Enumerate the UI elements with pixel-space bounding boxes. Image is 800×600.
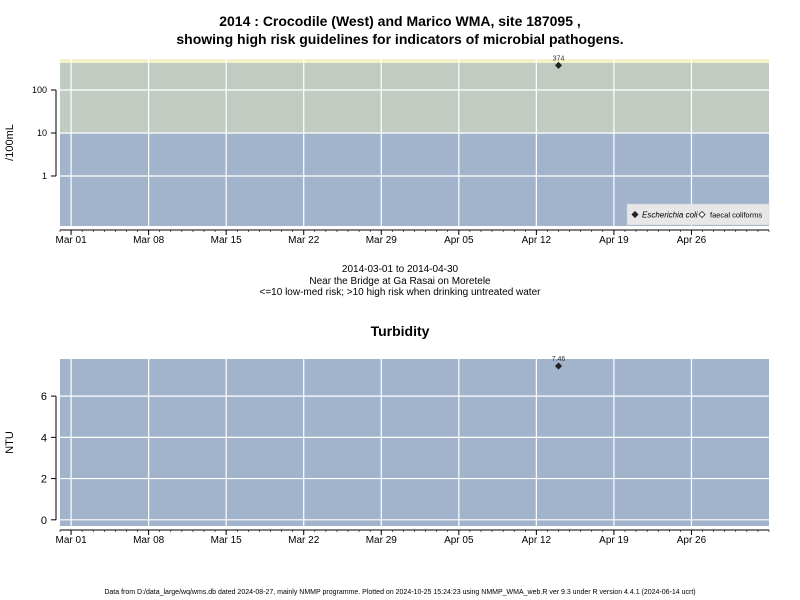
x-tick-label: Apr 12	[522, 535, 552, 546]
x-tick-label: Mar 01	[56, 235, 88, 246]
y-tick-label: 6	[41, 391, 47, 403]
legend-marker-filled	[631, 210, 639, 219]
x-tick-label: Mar 29	[366, 535, 398, 546]
microbial-chart: 1 10 100/100mL Mar 01 Mar 08 Mar 15 Mar 22 Mar …	[4, 55, 770, 246]
x-tick-label: Mar 01	[56, 535, 88, 546]
y-tick-label: 100	[32, 85, 47, 95]
x-tick-label: Mar 08	[133, 535, 165, 546]
x-tick-label: Apr 05	[444, 535, 474, 546]
x-tick-label: Mar 15	[211, 235, 243, 246]
x-tick-label: Apr 19	[599, 535, 629, 546]
y-tick-label: 0	[41, 515, 47, 527]
y-tick-label: 2	[41, 474, 47, 486]
y-tick-label: 4	[41, 432, 47, 444]
y-tick-label: 1	[42, 171, 47, 181]
chart-title-line-1: 2014 : Crocodile (West) and Marico WMA, …	[219, 13, 581, 29]
data-point	[554, 61, 563, 69]
plot-background	[60, 359, 769, 526]
x-tick-label: Mar 22	[288, 235, 320, 246]
legend-label-ecoli: Escherichia coli	[642, 211, 698, 220]
legend-marker-open	[698, 210, 706, 219]
caption-risk-note: <=10 low-med risk; >10 high risk when dr…	[259, 287, 541, 298]
legend-box	[626, 203, 770, 226]
x-tick-label: Apr 19	[599, 235, 629, 246]
y-axis-label: NTU	[4, 431, 16, 454]
x-tick-label: Mar 22	[288, 535, 320, 546]
x-tick-label: Mar 29	[366, 235, 398, 246]
data-label: 7.46	[552, 356, 566, 363]
top-band	[60, 59, 769, 63]
x-tick-label: Mar 15	[211, 535, 243, 546]
caption-site: Near the Bridge at Ga Rasai on Moretele	[309, 276, 491, 287]
x-tick-label: Apr 12	[522, 235, 552, 246]
y-tick-label: 10	[37, 128, 47, 138]
high-risk-band	[60, 59, 769, 133]
caption-date-range: 2014-03-01 to 2014-04-30	[341, 264, 459, 275]
legend-label-faecal: faecal coliforms	[710, 211, 762, 220]
y-axis-label: /100mL	[4, 124, 16, 161]
x-tick-label: Apr 05	[444, 235, 474, 246]
x-tick-label: Mar 08	[133, 235, 165, 246]
data-label: 374	[553, 55, 565, 62]
footer-note: Data from D:/data_large/wq/wms.db dated …	[104, 589, 696, 596]
data-point	[554, 362, 563, 370]
chart-title-line-2: showing high risk guidelines for indicat…	[176, 31, 624, 47]
turbidity-chart: 0 2 4 6 NTU Mar 01 Mar 08 Mar 15 Mar 22 Mar 29 Apr…	[4, 356, 770, 546]
x-tick-label: Apr 26	[677, 235, 707, 246]
x-tick-label: Apr 26	[677, 535, 707, 546]
turbidity-title: Turbidity	[370, 323, 430, 339]
